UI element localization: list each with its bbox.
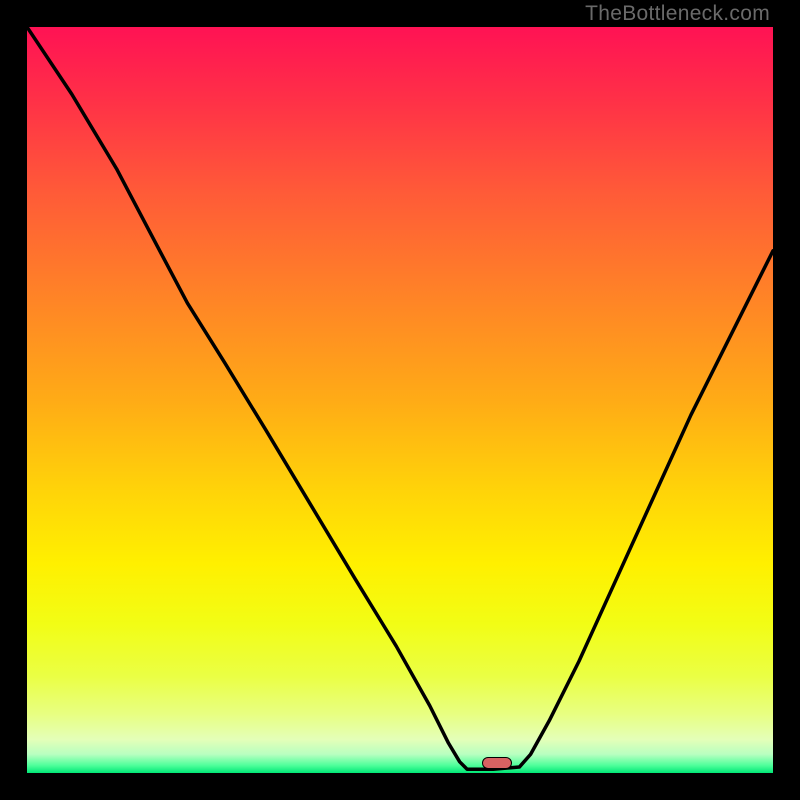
watermark-text: TheBottleneck.com <box>585 2 770 26</box>
optimal-point-marker <box>482 757 512 769</box>
bottleneck-chart <box>27 27 773 773</box>
bottleneck-curve <box>27 27 773 773</box>
